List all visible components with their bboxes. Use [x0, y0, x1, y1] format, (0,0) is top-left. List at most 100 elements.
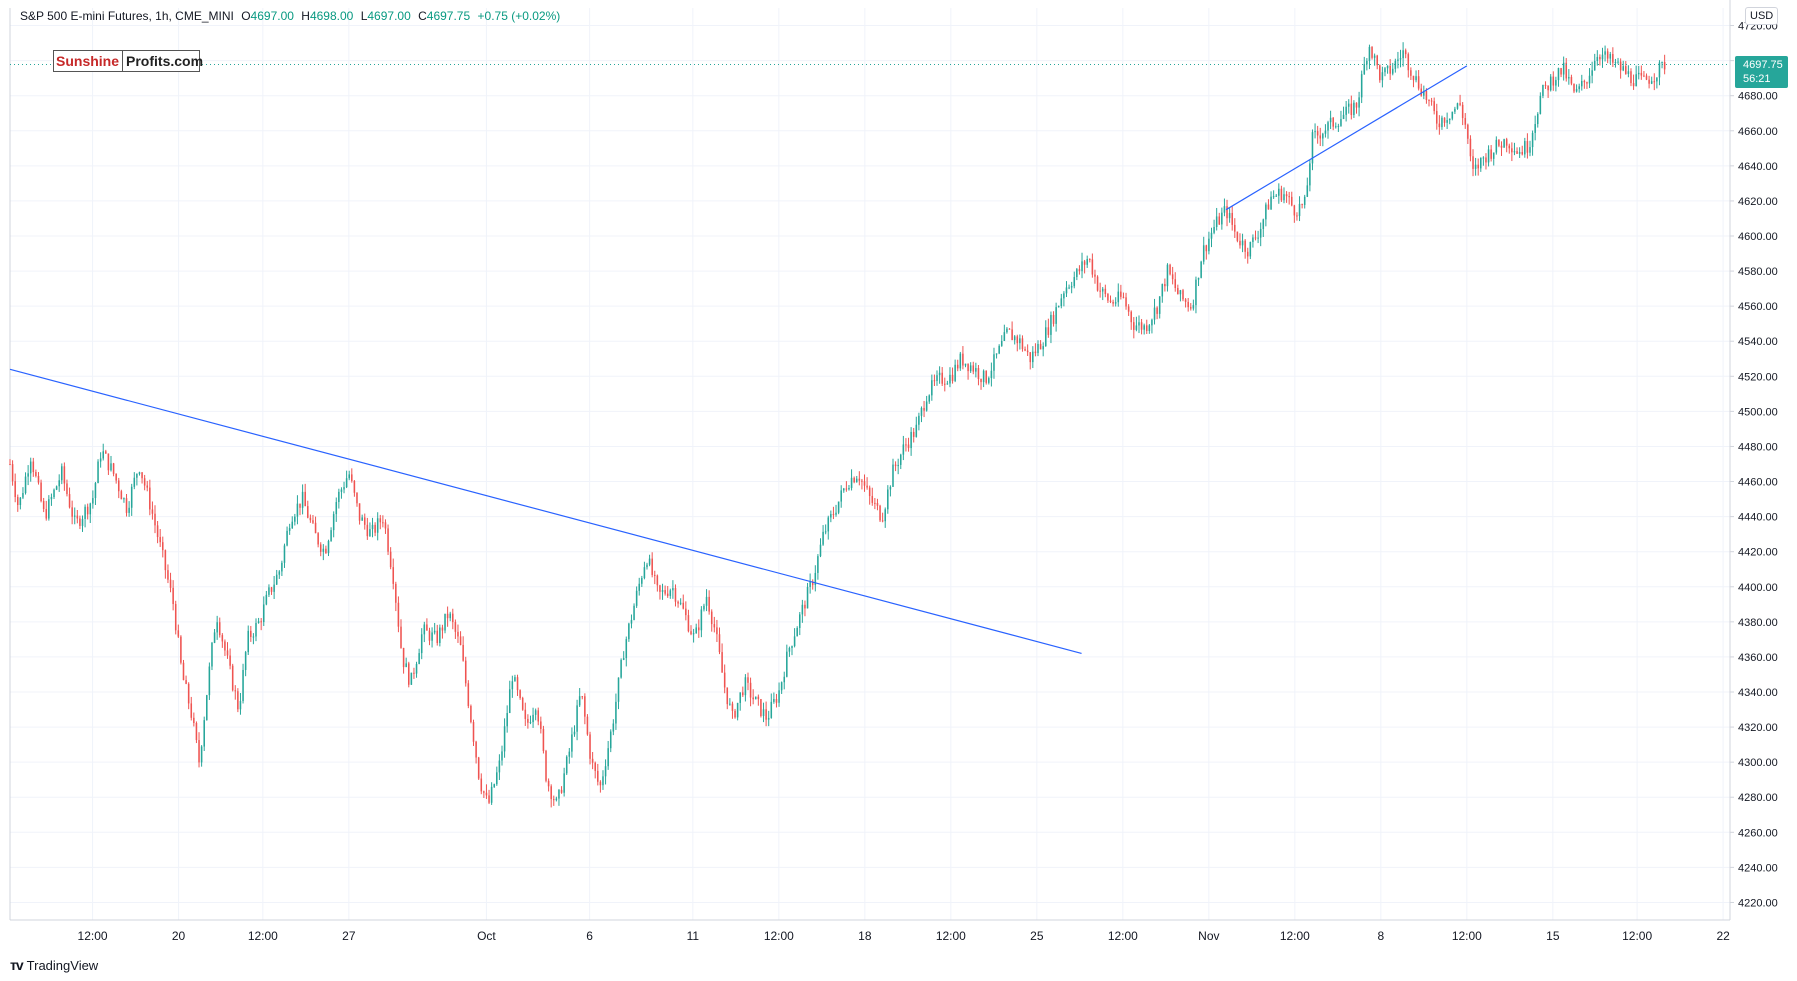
candle-body — [472, 722, 475, 742]
candle-body — [1503, 139, 1505, 148]
tradingview-logo[interactable]: ᴛᴠ TradingView — [10, 957, 98, 973]
candle-body — [563, 773, 565, 793]
candle-body — [32, 461, 35, 473]
y-tick-label: 4640.00 — [1738, 161, 1778, 173]
candle-body — [392, 567, 395, 584]
candle-body — [356, 492, 358, 504]
candle-body — [446, 613, 449, 619]
candle-body — [682, 602, 685, 609]
candle-body — [1107, 294, 1109, 301]
candle-body — [498, 760, 501, 773]
candle-body — [1573, 83, 1575, 92]
candle-body — [1353, 102, 1355, 116]
candle-body — [361, 517, 363, 521]
candle-body — [353, 480, 356, 493]
candle-body — [571, 734, 573, 752]
candle-body — [22, 493, 24, 498]
candle-body — [1156, 307, 1158, 314]
candle-body — [1234, 224, 1236, 232]
candle-body — [141, 472, 143, 479]
candle-body — [775, 699, 778, 703]
candle-body — [793, 636, 796, 647]
candle-body — [1485, 157, 1487, 163]
candle-body — [923, 407, 925, 411]
candle-body — [1363, 64, 1366, 75]
candle-body — [905, 444, 907, 446]
candle-body — [835, 512, 837, 515]
x-tick-label: 27 — [342, 929, 356, 943]
candle-body — [1195, 279, 1197, 306]
candle-body — [524, 709, 527, 719]
candle-body — [1332, 117, 1334, 127]
candle-body — [1192, 305, 1195, 309]
candle-body — [516, 677, 519, 691]
candle-body — [757, 696, 760, 700]
candle-body — [514, 677, 516, 682]
candle-body — [1581, 80, 1583, 87]
candle-body — [330, 530, 332, 541]
low-label: L — [360, 9, 368, 23]
x-tick-label: 25 — [1030, 929, 1044, 943]
candle-body — [1661, 61, 1663, 63]
candle-body — [677, 601, 679, 604]
currency-button[interactable]: USD — [1745, 7, 1779, 25]
candle-body — [444, 613, 446, 631]
candle-body — [1145, 325, 1148, 331]
candle-body — [1055, 307, 1057, 324]
candle-body — [208, 666, 211, 696]
y-tick-label: 4560.00 — [1738, 301, 1778, 313]
candle-body — [521, 697, 524, 710]
candle-body — [125, 498, 128, 513]
candle-body — [1122, 296, 1125, 298]
candle-body — [576, 705, 578, 732]
candle-body — [1593, 60, 1596, 71]
candle-body — [174, 604, 177, 631]
candle-body — [887, 489, 889, 510]
candle-body — [1171, 274, 1174, 280]
candle-body — [980, 379, 982, 383]
candle-body — [1568, 77, 1570, 79]
candle-body — [506, 713, 508, 727]
candle-body — [1459, 103, 1461, 105]
candle-body — [231, 665, 234, 691]
candle-body — [389, 551, 392, 568]
candle-body — [819, 544, 822, 557]
x-tick-label: 12:00 — [764, 929, 794, 943]
candle-body — [1127, 306, 1130, 312]
candle-body — [376, 518, 379, 533]
candle-body — [1591, 70, 1593, 76]
candle-body — [687, 615, 690, 632]
candle-body — [597, 770, 599, 782]
x-tick-label: 12:00 — [248, 929, 278, 943]
candle-body — [1495, 139, 1498, 153]
candle-body — [200, 746, 203, 763]
candle-body — [700, 609, 703, 631]
candle-body — [708, 596, 710, 612]
candle-body — [1355, 102, 1358, 108]
candle-body — [1500, 145, 1503, 148]
candle-body — [527, 718, 529, 723]
y-tick-label: 4600.00 — [1738, 231, 1778, 243]
candle-body — [1151, 319, 1153, 326]
candle-body — [876, 502, 879, 506]
candle-body — [985, 370, 987, 383]
candle-body — [322, 548, 325, 552]
candle-body — [827, 517, 830, 532]
candle-body — [1438, 123, 1441, 128]
candle-body — [653, 574, 656, 576]
candle-body — [1627, 71, 1630, 74]
candle-body — [1200, 261, 1202, 278]
candle-body — [371, 524, 374, 530]
candle-body — [1290, 196, 1293, 206]
candle-body — [832, 514, 835, 516]
candle-body — [1047, 327, 1050, 335]
candle-body — [112, 463, 115, 474]
candle-body — [1135, 325, 1138, 330]
candle-body — [568, 751, 571, 757]
candle-body — [1487, 149, 1490, 163]
candle-body — [840, 490, 842, 502]
candle-body — [573, 731, 576, 735]
candle-body — [1391, 68, 1394, 74]
candle-body — [1179, 290, 1182, 295]
